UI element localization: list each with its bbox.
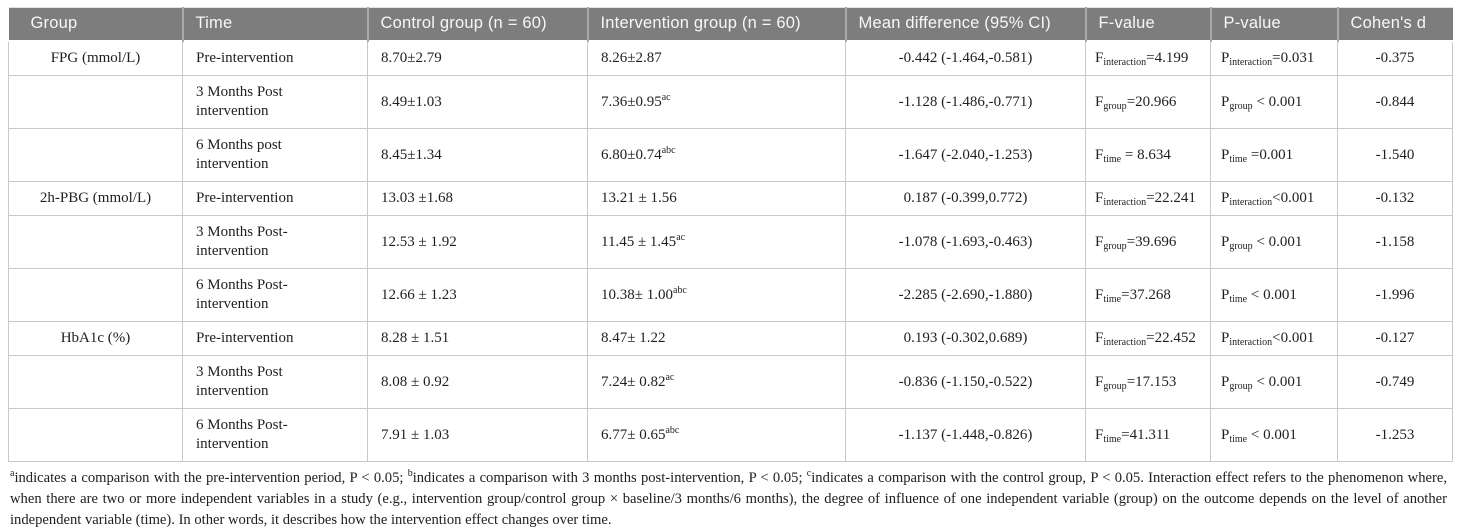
control-value-cell: 8.70±2.79 bbox=[367, 40, 588, 76]
time-cell: Pre-intervention bbox=[182, 40, 368, 76]
time-cell: 6 Months Post-intervention bbox=[182, 408, 368, 462]
f-value-cell: Finteraction=4.199 bbox=[1085, 40, 1211, 76]
control-value-cell: 12.66 ± 1.23 bbox=[367, 268, 588, 322]
table-row: 2h-PBG (mmol/L) Pre-intervention 13.03 ±1.… bbox=[8, 181, 1453, 216]
control-value-cell: 8.08 ± 0.92 bbox=[367, 355, 588, 409]
mean-difference-cell: 0.193 (-0.302,0.689) bbox=[845, 321, 1086, 356]
footnote-superscript: a bbox=[10, 468, 15, 479]
col-header-mean-difference: Mean difference (95% CI) bbox=[844, 7, 1086, 41]
cohens-d-cell: -1.253 bbox=[1337, 408, 1453, 462]
group-cell bbox=[8, 75, 183, 129]
mean-difference-cell: -2.285 (-2.690,-1.880) bbox=[845, 268, 1086, 322]
table-header: Group Time Control group (n = 60) Interv… bbox=[8, 7, 1453, 41]
table-row: 3 Months Post intervention 8.08 ± 0.92 7.2… bbox=[8, 355, 1453, 409]
p-value-cell: Ptime < 0.001 bbox=[1210, 268, 1338, 322]
control-value-cell: 8.45±1.34 bbox=[367, 128, 588, 182]
p-value-cell: Pgroup < 0.001 bbox=[1210, 215, 1338, 269]
cohens-d-cell: -0.127 bbox=[1337, 321, 1453, 356]
cohens-d-cell: -1.540 bbox=[1337, 128, 1453, 182]
mean-difference-cell: -1.647 (-2.040,-1.253) bbox=[845, 128, 1086, 182]
group-cell bbox=[8, 408, 183, 462]
f-value-cell: Fgroup=17.153 bbox=[1085, 355, 1211, 409]
p-value-cell: Ptime < 0.001 bbox=[1210, 408, 1338, 462]
intervention-value-cell: 11.45 ± 1.45ac bbox=[587, 215, 846, 269]
group-cell: 2h-PBG (mmol/L) bbox=[8, 181, 183, 216]
p-value-cell: Pgroup < 0.001 bbox=[1210, 355, 1338, 409]
results-table: Group Time Control group (n = 60) Interv… bbox=[8, 7, 1453, 462]
table-row: FPG (mmol/L) Pre-intervention 8.70±2.79 8.2… bbox=[8, 40, 1453, 76]
p-value-cell: Ptime =0.001 bbox=[1210, 128, 1338, 182]
mean-difference-cell: -1.078 (-1.693,-0.463) bbox=[845, 215, 1086, 269]
intervention-value-cell: 8.47± 1.22 bbox=[587, 321, 846, 356]
cohens-d-cell: -0.132 bbox=[1337, 181, 1453, 216]
table-row: 3 Months Post intervention 8.49±1.03 7.36±… bbox=[8, 75, 1453, 129]
col-header-intervention-group: Intervention group (n = 60) bbox=[586, 7, 846, 41]
mean-difference-cell: -1.128 (-1.486,-0.771) bbox=[845, 75, 1086, 129]
col-header-group: Group bbox=[8, 7, 183, 41]
col-header-cohens-d: Cohen's d bbox=[1336, 7, 1453, 41]
table-row: 3 Months Post-intervention 12.53 ± 1.92 11… bbox=[8, 215, 1453, 269]
p-value-cell: Pinteraction=0.031 bbox=[1210, 40, 1338, 76]
f-value-cell: Finteraction=22.241 bbox=[1085, 181, 1211, 216]
group-cell bbox=[8, 355, 183, 409]
table-body: FPG (mmol/L) Pre-intervention 8.70±2.79 8.2… bbox=[8, 40, 1453, 462]
footnote-superscript: b bbox=[407, 468, 413, 479]
col-header-control-group: Control group (n = 60) bbox=[366, 7, 588, 41]
intervention-value-cell: 7.24± 0.82ac bbox=[587, 355, 846, 409]
control-value-cell: 8.49±1.03 bbox=[367, 75, 588, 129]
group-cell bbox=[8, 268, 183, 322]
f-value-cell: Ftime=41.311 bbox=[1085, 408, 1211, 462]
col-header-time: Time bbox=[181, 7, 368, 41]
control-value-cell: 8.28 ± 1.51 bbox=[367, 321, 588, 356]
mean-difference-cell: -1.137 (-1.448,-0.826) bbox=[845, 408, 1086, 462]
intervention-value-cell: 6.77± 0.65abc bbox=[587, 408, 846, 462]
group-cell bbox=[8, 128, 183, 182]
col-header-f-value: F-value bbox=[1084, 7, 1211, 41]
control-value-cell: 13.03 ±1.68 bbox=[367, 181, 588, 216]
footnote-superscript: c bbox=[806, 468, 812, 479]
p-value-cell: Pinteraction<0.001 bbox=[1210, 181, 1338, 216]
time-cell: 6 Months Post-intervention bbox=[182, 268, 368, 322]
col-header-p-value: P-value bbox=[1209, 7, 1338, 41]
intervention-value-cell: 13.21 ± 1.56 bbox=[587, 181, 846, 216]
cohens-d-cell: -0.749 bbox=[1337, 355, 1453, 409]
intervention-value-cell: 10.38± 1.00abc bbox=[587, 268, 846, 322]
time-cell: Pre-intervention bbox=[182, 321, 368, 356]
header-row: Group Time Control group (n = 60) Interv… bbox=[8, 7, 1453, 41]
f-value-cell: Fgroup=20.966 bbox=[1085, 75, 1211, 129]
cohens-d-cell: -0.375 bbox=[1337, 40, 1453, 76]
control-value-cell: 7.91 ± 1.03 bbox=[367, 408, 588, 462]
cohens-d-cell: -1.996 bbox=[1337, 268, 1453, 322]
table-footnote: aindicates a comparison with the pre-int… bbox=[10, 468, 1447, 529]
table-row: 6 Months post intervention 8.45±1.34 6.80±… bbox=[8, 128, 1453, 182]
control-value-cell: 12.53 ± 1.92 bbox=[367, 215, 588, 269]
cohens-d-cell: -1.158 bbox=[1337, 215, 1453, 269]
time-cell: 6 Months post intervention bbox=[182, 128, 368, 182]
mean-difference-cell: 0.187 (-0.399,0.772) bbox=[845, 181, 1086, 216]
group-cell: FPG (mmol/L) bbox=[8, 40, 183, 76]
f-value-cell: Ftime = 8.634 bbox=[1085, 128, 1211, 182]
time-cell: 3 Months Post intervention bbox=[182, 355, 368, 409]
table-row: 6 Months Post-intervention 7.91 ± 1.03 6.7… bbox=[8, 408, 1453, 462]
intervention-value-cell: 6.80±0.74abc bbox=[587, 128, 846, 182]
time-cell: Pre-intervention bbox=[182, 181, 368, 216]
f-value-cell: Finteraction=22.452 bbox=[1085, 321, 1211, 356]
group-cell bbox=[8, 215, 183, 269]
time-cell: 3 Months Post-intervention bbox=[182, 215, 368, 269]
group-cell: HbA1c (%) bbox=[8, 321, 183, 356]
f-value-cell: Fgroup=39.696 bbox=[1085, 215, 1211, 269]
mean-difference-cell: -0.442 (-1.464,-0.581) bbox=[845, 40, 1086, 76]
time-cell: 3 Months Post intervention bbox=[182, 75, 368, 129]
table-row: 6 Months Post-intervention 12.66 ± 1.23 10… bbox=[8, 268, 1453, 322]
table-row: HbA1c (%) Pre-intervention 8.28 ± 1.51 8.47… bbox=[8, 321, 1453, 356]
cohens-d-cell: -0.844 bbox=[1337, 75, 1453, 129]
p-value-cell: Pinteraction<0.001 bbox=[1210, 321, 1338, 356]
p-value-cell: Pgroup < 0.001 bbox=[1210, 75, 1338, 129]
mean-difference-cell: -0.836 (-1.150,-0.522) bbox=[845, 355, 1086, 409]
intervention-value-cell: 8.26±2.87 bbox=[587, 40, 846, 76]
f-value-cell: Ftime=37.268 bbox=[1085, 268, 1211, 322]
intervention-value-cell: 7.36±0.95ac bbox=[587, 75, 846, 129]
